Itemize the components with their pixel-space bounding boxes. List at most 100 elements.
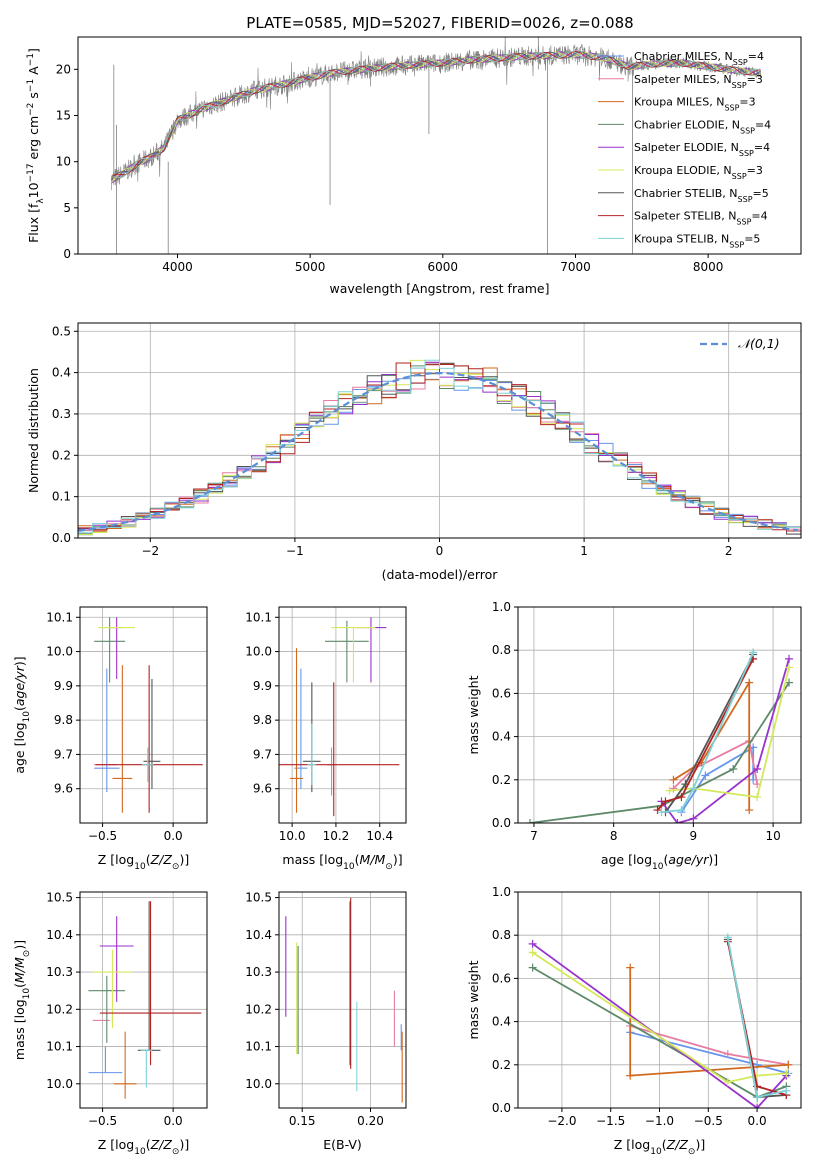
x-tick-label: 0.0 xyxy=(164,1114,183,1128)
y-axis-label: mass weight xyxy=(466,675,481,754)
weight-marker xyxy=(677,793,686,802)
x-tick-label: 0.0 xyxy=(748,1114,767,1128)
y-tick-label: 1.0 xyxy=(492,600,511,614)
panel-weight-vs-age: 7 8 9 10 0.0 0.2 0.4 0.6 0.8 1.0 age [log10(age/yr… xyxy=(466,600,802,872)
x-tick-label: 0.15 xyxy=(289,1114,316,1128)
weight-series-kroupa-elodie xyxy=(665,663,794,802)
x-tick-label: 0.20 xyxy=(357,1114,384,1128)
panel-age-vs-z: −0.5 0.0 9.6 9.7 9.8 9.9 10.0 10.1 Z [log10(Z/Z⊙… xyxy=(12,606,208,872)
y-tick-label: 9.9 xyxy=(54,679,73,693)
y-tick-label: 0.3 xyxy=(52,407,71,421)
weight-series-salpeter-miles xyxy=(626,1021,793,1069)
weight-marker xyxy=(782,1086,791,1095)
axes-weight-vs-age: 7 8 9 10 0.0 0.2 0.4 0.6 0.8 1.0 xyxy=(492,600,802,843)
model-fit-kroupa-miles xyxy=(111,51,761,179)
model-fit-chabrier-miles xyxy=(110,51,761,180)
figure-title: PLATE=0585, MJD=52027, FIBERID=0026, z=0… xyxy=(246,14,633,32)
weight-line xyxy=(532,951,787,1084)
x-tick-label: 0.0 xyxy=(164,829,183,843)
y-tick-label: 10.0 xyxy=(46,645,73,659)
errorbar-kroupa-stelib xyxy=(140,1049,152,1088)
y-tick-label: 10.1 xyxy=(245,610,272,624)
errorbar-kroupa-miles xyxy=(112,665,133,813)
model-fit-salpeter-miles xyxy=(110,50,761,178)
x-tick-label: 10.4 xyxy=(366,829,393,843)
y-tick-label: 10.2 xyxy=(245,1002,272,1016)
y-tick-label: 10.3 xyxy=(46,965,73,979)
weight-marker xyxy=(689,814,698,823)
y-tick-label: 0.0 xyxy=(492,816,511,830)
y-tick-label: 10.2 xyxy=(46,1002,73,1016)
legend-label: Salpeter MILES, NSSP=3 xyxy=(634,73,763,90)
x-tick-label: −0.5 xyxy=(88,1114,117,1128)
plot-area-mass-vs-ebv xyxy=(285,897,403,1103)
weight-marker xyxy=(528,963,537,972)
y-tick-label: 9.8 xyxy=(253,713,272,727)
x-tick-label: −1 xyxy=(286,544,304,558)
weight-marker xyxy=(661,797,670,806)
y-tick-label: 10.0 xyxy=(245,1077,272,1091)
errorbar-kroupa-stelib xyxy=(307,723,317,786)
panel-weight-vs-z: −2.0 −1.5 −1.0 −0.5 0.0 0.0 0.2 0.4 0.6 0.8 1.0 Z [… xyxy=(466,885,802,1157)
model-fit-chabrier-stelib xyxy=(110,51,761,181)
panel-mass-vs-ebv: 0.15 0.20 10.0 10.1 10.2 10.3 10.4 10.5 E(B-V) xyxy=(245,891,407,1152)
residual-hist-kroupa-stelib xyxy=(78,359,801,538)
weight-marker xyxy=(701,771,710,780)
plot-area-weight-vs-age xyxy=(525,648,794,823)
errorbar-chabrier-miles xyxy=(88,1046,123,1074)
y-tick-label: 9.6 xyxy=(54,782,73,796)
weight-series-kroupa-elodie xyxy=(528,948,791,1087)
legend-label: Kroupa ELODIE, NSSP=3 xyxy=(634,164,763,181)
axes-weight-vs-z: −2.0 −1.5 −1.0 −0.5 0.0 0.0 0.2 0.4 0.6 0.8 1.0 xyxy=(492,885,802,1128)
errorbar-salpeter-stelib xyxy=(99,901,202,1066)
y-tick-label: 0.1 xyxy=(52,490,71,504)
x-axis-label: wavelength [Angstrom, rest frame] xyxy=(329,281,549,296)
x-axis-label: Z [log10(Z/Z⊙)] xyxy=(98,852,189,872)
y-tick-label: 10 xyxy=(56,155,71,169)
x-tick-label: −2.0 xyxy=(547,1114,576,1128)
errorbar-chabrier-elodie xyxy=(94,617,126,683)
y-tick-label: 0 xyxy=(63,247,71,261)
weight-line xyxy=(661,652,755,814)
legend-label: Kroupa STELIB, NSSP=5 xyxy=(634,232,760,249)
axes-frame xyxy=(517,606,802,824)
y-tick-label: 0.4 xyxy=(52,366,71,380)
weight-marker xyxy=(657,808,666,817)
weight-marker xyxy=(665,786,674,795)
weight-marker xyxy=(525,819,534,823)
weight-line xyxy=(672,739,759,790)
axes-frame xyxy=(79,606,208,824)
errorbar-kroupa-elodie xyxy=(331,627,376,683)
normal-reference-curve xyxy=(78,372,799,532)
y-tick-label: 20 xyxy=(56,62,71,76)
weight-line xyxy=(532,943,788,1108)
errorbar-kroupa-miles xyxy=(289,648,304,813)
y-tick-label: 0.2 xyxy=(492,773,511,787)
weight-line xyxy=(529,682,790,823)
weight-marker xyxy=(626,1071,635,1080)
axes-mass-vs-z: −0.5 0.0 10.0 10.1 10.2 10.3 10.4 10.5 xyxy=(46,891,208,1128)
errorbar-salpeter-stelib xyxy=(95,665,203,813)
y-axis-label: Flux [fλ10−17 erg cm−2 s−1 A−1] xyxy=(26,48,46,243)
model-fit-salpeter-stelib xyxy=(110,50,761,178)
y-tick-label: 0.0 xyxy=(52,531,71,545)
plot-area-age-vs-z xyxy=(94,617,203,813)
y-tick-label: 15 xyxy=(56,108,71,122)
weight-marker xyxy=(677,806,686,815)
weight-marker xyxy=(785,663,794,672)
x-tick-label: 6000 xyxy=(428,260,459,274)
plot-area-weight-vs-z xyxy=(528,933,793,1108)
errorbar-salpeter-elodie xyxy=(99,916,134,1002)
residual-legend: 𝒩(0,1) xyxy=(700,336,780,351)
y-tick-label: 0.4 xyxy=(492,730,511,744)
weight-marker xyxy=(723,1050,732,1058)
x-axis-label: (data-model)/error xyxy=(382,567,499,582)
weight-series-kroupa-stelib xyxy=(657,648,758,817)
weight-marker xyxy=(753,1093,762,1102)
x-axis-label: E(B-V) xyxy=(323,1137,362,1152)
y-tick-label: 0.6 xyxy=(492,971,511,985)
weight-marker xyxy=(749,648,758,657)
weight-marker xyxy=(729,765,738,773)
errorbar-kroupa-miles xyxy=(113,1031,137,1099)
